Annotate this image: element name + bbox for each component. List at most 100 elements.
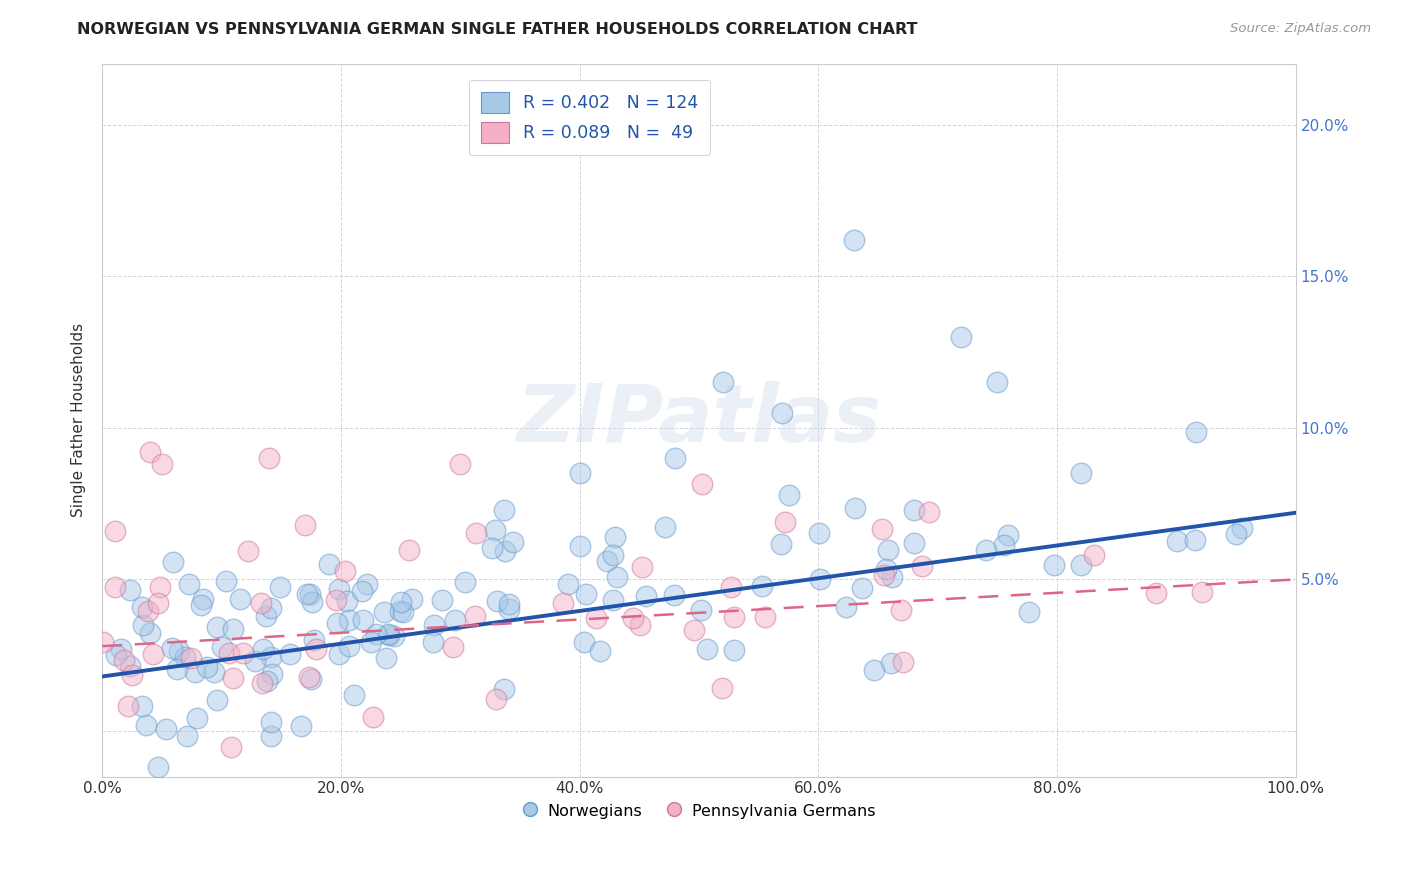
Point bbox=[215, 574, 238, 588]
Point bbox=[186, 711, 208, 725]
Point bbox=[557, 576, 579, 591]
Point bbox=[770, 537, 793, 551]
Point bbox=[117, 699, 139, 714]
Text: NORWEGIAN VS PENNSYLVANIA GERMAN SINGLE FATHER HOUSEHOLDS CORRELATION CHART: NORWEGIAN VS PENNSYLVANIA GERMAN SINGLE … bbox=[77, 22, 918, 37]
Point bbox=[243, 654, 266, 668]
Point bbox=[343, 688, 366, 702]
Point bbox=[132, 618, 155, 632]
Point bbox=[882, 570, 904, 584]
Point bbox=[211, 640, 233, 654]
Point bbox=[1225, 527, 1247, 541]
Point bbox=[149, 580, 172, 594]
Point bbox=[1230, 521, 1253, 535]
Point bbox=[231, 646, 253, 660]
Point bbox=[183, 665, 205, 680]
Point bbox=[155, 722, 177, 736]
Point bbox=[325, 593, 347, 607]
Point bbox=[449, 457, 471, 471]
Point bbox=[606, 570, 628, 584]
Point bbox=[993, 537, 1015, 551]
Point bbox=[260, 649, 283, 664]
Point bbox=[138, 604, 160, 618]
Point bbox=[120, 583, 142, 598]
Point bbox=[574, 634, 596, 648]
Point bbox=[876, 542, 898, 557]
Point bbox=[494, 544, 516, 558]
Point bbox=[121, 668, 143, 682]
Point bbox=[574, 587, 596, 601]
Point bbox=[150, 457, 173, 471]
Point bbox=[842, 233, 865, 247]
Point bbox=[195, 659, 218, 673]
Point bbox=[870, 522, 893, 536]
Point bbox=[328, 582, 350, 597]
Point bbox=[498, 597, 520, 611]
Point bbox=[142, 648, 165, 662]
Point bbox=[770, 406, 793, 420]
Point bbox=[398, 543, 420, 558]
Point bbox=[486, 593, 509, 607]
Point bbox=[259, 451, 281, 466]
Point bbox=[190, 598, 212, 612]
Point bbox=[299, 586, 322, 600]
Point bbox=[711, 681, 734, 695]
Point bbox=[326, 615, 349, 630]
Point bbox=[1083, 548, 1105, 562]
Point bbox=[302, 632, 325, 647]
Point bbox=[917, 505, 939, 519]
Point bbox=[1144, 586, 1167, 600]
Point bbox=[423, 617, 446, 632]
Point bbox=[911, 558, 934, 573]
Point bbox=[373, 605, 395, 619]
Point bbox=[135, 718, 157, 732]
Point bbox=[1070, 467, 1092, 481]
Point bbox=[720, 580, 742, 594]
Point bbox=[352, 584, 374, 599]
Point bbox=[810, 572, 832, 586]
Point bbox=[568, 539, 591, 553]
Point bbox=[105, 648, 128, 662]
Point bbox=[337, 614, 360, 628]
Point bbox=[723, 610, 745, 624]
Point bbox=[269, 580, 291, 594]
Point bbox=[603, 530, 626, 544]
Point bbox=[654, 520, 676, 534]
Point bbox=[974, 542, 997, 557]
Point bbox=[301, 595, 323, 609]
Point bbox=[337, 639, 360, 653]
Point bbox=[252, 676, 274, 690]
Y-axis label: Single Father Households: Single Father Households bbox=[72, 323, 86, 517]
Point bbox=[229, 591, 252, 606]
Point bbox=[891, 656, 914, 670]
Point bbox=[465, 526, 488, 541]
Point bbox=[690, 476, 713, 491]
Point bbox=[851, 581, 873, 595]
Point bbox=[174, 650, 197, 665]
Point bbox=[498, 601, 520, 615]
Point bbox=[202, 665, 225, 679]
Point bbox=[485, 691, 508, 706]
Point bbox=[336, 594, 359, 608]
Point bbox=[180, 650, 202, 665]
Point bbox=[290, 719, 312, 733]
Point bbox=[191, 592, 214, 607]
Point bbox=[628, 618, 651, 632]
Point bbox=[502, 535, 524, 549]
Point bbox=[176, 729, 198, 743]
Point bbox=[146, 596, 169, 610]
Point bbox=[589, 644, 612, 658]
Point bbox=[256, 674, 278, 689]
Point bbox=[621, 611, 644, 625]
Point bbox=[986, 376, 1008, 390]
Point bbox=[880, 656, 903, 670]
Point bbox=[238, 544, 260, 558]
Point bbox=[585, 610, 607, 624]
Point bbox=[464, 608, 486, 623]
Point bbox=[568, 467, 591, 481]
Point bbox=[754, 610, 776, 624]
Point bbox=[167, 644, 190, 658]
Point bbox=[950, 330, 973, 344]
Point bbox=[162, 555, 184, 569]
Point bbox=[773, 516, 796, 530]
Point bbox=[250, 596, 273, 610]
